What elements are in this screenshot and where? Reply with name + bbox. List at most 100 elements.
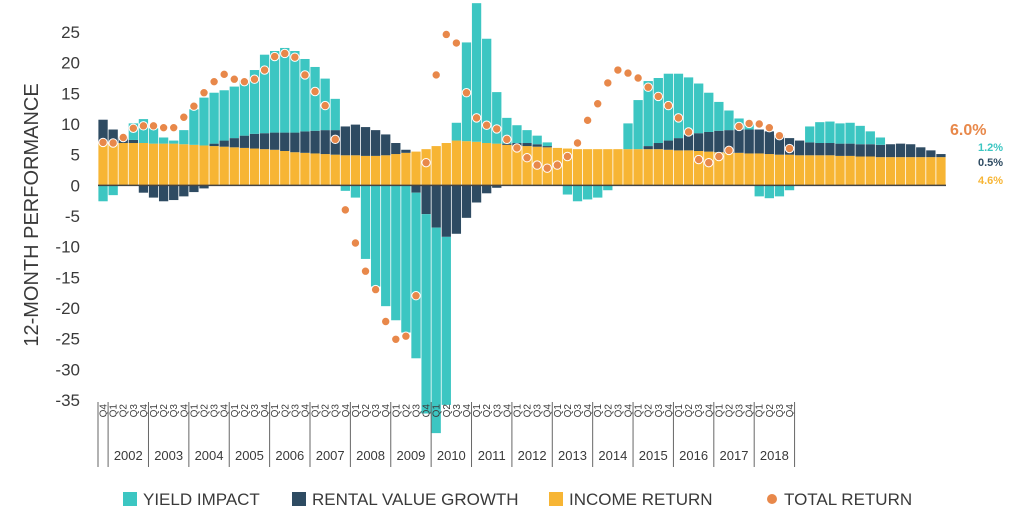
x-tick-quarter: Q4 (583, 404, 594, 418)
legend-label-rental-value-growth: RENTAL VALUE GROWTH (312, 490, 519, 509)
x-tick-quarter: Q3 (735, 404, 746, 418)
x-tick-quarter: Q4 (664, 404, 675, 418)
bar-segment-rental (471, 185, 482, 203)
x-tick-quarter: Q1 (432, 404, 443, 418)
bar-segment-yield (270, 51, 280, 133)
bar-segment-income (582, 149, 593, 186)
total-return-point (693, 154, 704, 165)
bar-segment-rental (845, 143, 855, 156)
total-return-point (714, 151, 724, 162)
x-tick-quarter: Q3 (250, 404, 261, 418)
x-tick-quarter: Q2 (563, 404, 574, 418)
legend-label-total-return: TOTAL RETURN (784, 490, 912, 509)
bar-segment-income (148, 143, 159, 186)
x-tick-quarter: Q3 (452, 404, 463, 418)
x-tick-quarter: Q3 (775, 404, 786, 418)
bar-segment-yield (259, 54, 270, 134)
bar-segment-rental (532, 144, 542, 147)
bar-segment-yield (169, 140, 179, 144)
bar-segment-rental (734, 129, 744, 153)
bar-segment-rental (158, 185, 169, 202)
y-tick-label: -25 (55, 330, 80, 349)
bar-segment-yield (391, 185, 401, 321)
bar-segment-rental (694, 133, 704, 151)
total-return-point (532, 160, 542, 170)
bar-segment-income (855, 156, 865, 186)
bar-segment-income (502, 144, 512, 186)
bar-segment-yield (694, 83, 704, 134)
bar-segment-yield (441, 236, 451, 405)
legend-swatch-yield-impact (123, 492, 137, 506)
x-tick-quarter: Q2 (603, 404, 614, 418)
bar-segment-income (724, 152, 734, 186)
legend-swatch-rental-value-growth (292, 492, 306, 506)
x-tick-quarter: Q2 (401, 404, 412, 418)
bar-segment-income (330, 154, 340, 186)
total-return-point (603, 78, 613, 88)
y-tick-label: 5 (71, 146, 80, 165)
bar-segment-yield (542, 142, 552, 147)
end-label-yield: 1.2% (978, 142, 1003, 154)
bar-segment-yield (845, 122, 855, 144)
bar-segment-rental (643, 146, 653, 150)
bar-segment-income (189, 144, 199, 186)
end-label-income: 4.6% (978, 175, 1003, 187)
bar-segment-rental (310, 130, 320, 154)
bar-segment-rental (542, 146, 552, 148)
y-tick-label: -10 (55, 238, 80, 257)
total-return-point (623, 68, 633, 78)
bar-segment-yield (229, 86, 239, 139)
total-return-point (280, 48, 290, 59)
bar-segment-rental (855, 144, 865, 157)
total-return-point (613, 65, 623, 75)
bar-segment-income (512, 145, 522, 186)
bar-segment-yield (593, 185, 603, 198)
total-return-point (481, 120, 492, 130)
legend-label-yield-impact: YIELD IMPACT (143, 490, 260, 509)
end-label-rental: 0.5% (978, 157, 1003, 169)
x-tick-quarter: Q3 (412, 404, 423, 418)
y-tick-label: -5 (65, 207, 80, 226)
x-tick-quarter: Q4 (139, 404, 150, 418)
x-tick-quarter: Q4 (381, 404, 392, 418)
bar-segment-income (118, 143, 128, 186)
bar-segment-yield (209, 92, 219, 144)
total-return-point (593, 99, 603, 109)
x-tick-quarter: Q1 (674, 404, 685, 418)
bar-segment-income (673, 150, 684, 186)
bar-segment-yield (754, 185, 764, 197)
bar-segment-yield (280, 47, 290, 133)
bar-segment-income (593, 149, 603, 186)
x-tick-quarter: Q1 (634, 404, 645, 418)
bar-segment-income (734, 152, 744, 186)
x-axis: Q4 Q1 Q2 Q3 Q4 Q1 Q2 Q3 Q4 Q1 Q2 Q3 Q4 Q1 Q2 Q3 Q4 Q1 Q2 Q3… (97, 402, 796, 467)
x-tick-quarter: Q2 (280, 404, 291, 418)
bar-segment-yield (370, 185, 381, 287)
total-return-point (724, 145, 734, 156)
bar-segment-yield (290, 51, 300, 133)
bar-segment-income (774, 154, 785, 186)
x-tick-quarter: Q4 (785, 404, 796, 418)
total-return-point (179, 112, 189, 122)
total-return-point (451, 38, 462, 48)
bar-segment-rental (249, 133, 260, 149)
x-tick-quarter: Q1 (755, 404, 766, 418)
x-tick-quarter: Q4 (745, 404, 756, 418)
bar-segment-yield (199, 97, 209, 146)
bar-segment-income (492, 143, 502, 186)
total-return-point (340, 205, 351, 215)
bar-segment-yield (350, 185, 361, 198)
x-tick-year: 2016 (679, 448, 708, 463)
bar-segment-income (249, 148, 260, 186)
bar-segment-rental (320, 130, 330, 155)
total-return-point (360, 266, 371, 276)
bar-segment-rental (673, 138, 684, 151)
bar-segment-income (350, 155, 361, 186)
total-return-point (734, 121, 744, 132)
bar-segment-income (169, 143, 179, 186)
total-return-point (663, 100, 674, 111)
x-tick-quarter: Q1 (311, 404, 322, 418)
bar-segment-rental (370, 130, 381, 156)
bar-segment-income (108, 143, 118, 186)
total-return-point (118, 132, 128, 143)
